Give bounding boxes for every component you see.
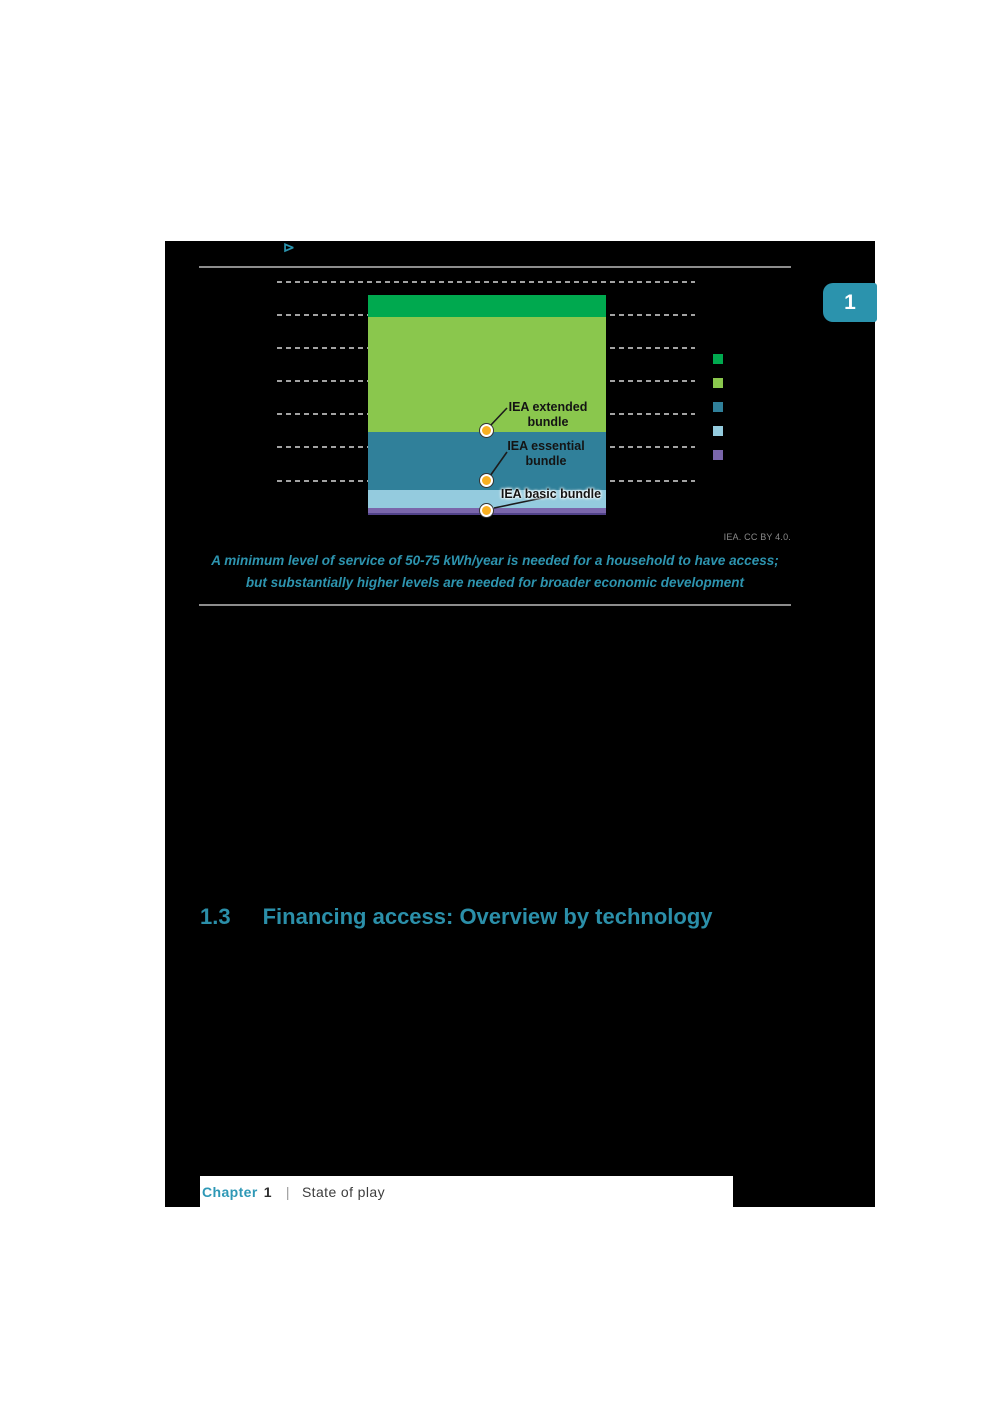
- callout-basic-bundle: IEA basic bundle: [496, 487, 606, 502]
- callout-line: IEA basic bundle: [500, 487, 602, 501]
- legend-swatch: [713, 450, 723, 460]
- light-green-band: [368, 317, 606, 432]
- chapter-tab: 1: [823, 283, 877, 322]
- page-footer: Chapter 1 | State of play: [200, 1176, 733, 1207]
- figure-bottom-rule: [199, 604, 791, 606]
- legend-swatch: [713, 378, 723, 388]
- section-number: 1.3: [200, 904, 231, 929]
- callout-line: bundle: [525, 454, 567, 468]
- footer-section-name: State of play: [301, 1183, 385, 1200]
- figure-arrow-icon: ⊳: [283, 239, 295, 255]
- figure-caption: A minimum level of service of 50-75 kWh/…: [199, 550, 791, 594]
- legend-swatch: [713, 402, 723, 412]
- chapter-tab-number: 1: [844, 290, 856, 314]
- callout-line: bundle: [527, 415, 569, 429]
- stacked-area: [368, 295, 606, 515]
- gridline: [277, 281, 695, 283]
- green-band: [368, 295, 606, 317]
- section-title: Financing access: Overview by technology: [262, 904, 713, 929]
- callout-line: IEA essential: [507, 439, 585, 453]
- section-heading: 1.3 Financing access: Overview by techno…: [200, 904, 713, 930]
- callout-pin-icon: [480, 424, 493, 437]
- callout-line: IEA extended: [508, 400, 588, 414]
- footer-separator: |: [285, 1183, 290, 1200]
- figure-credit: IEA. CC BY 4.0.: [723, 532, 791, 542]
- figure-caption-line2: but substantially higher levels are need…: [245, 575, 745, 590]
- legend-swatch: [713, 426, 723, 436]
- footer-chapter-label: Chapter: [202, 1183, 258, 1200]
- callout-pin-icon: [480, 504, 493, 517]
- callout-extended-bundle: IEA extended bundle: [489, 400, 607, 430]
- legend-swatch: [713, 354, 723, 364]
- callout-essential-bundle: IEA essential bundle: [487, 439, 605, 469]
- callout-pin-icon: [480, 474, 493, 487]
- figure-caption-line1: A minimum level of service of 50-75 kWh/…: [211, 553, 779, 568]
- figure-top-rule: [199, 266, 791, 268]
- footer-chapter-number: 1: [263, 1183, 272, 1200]
